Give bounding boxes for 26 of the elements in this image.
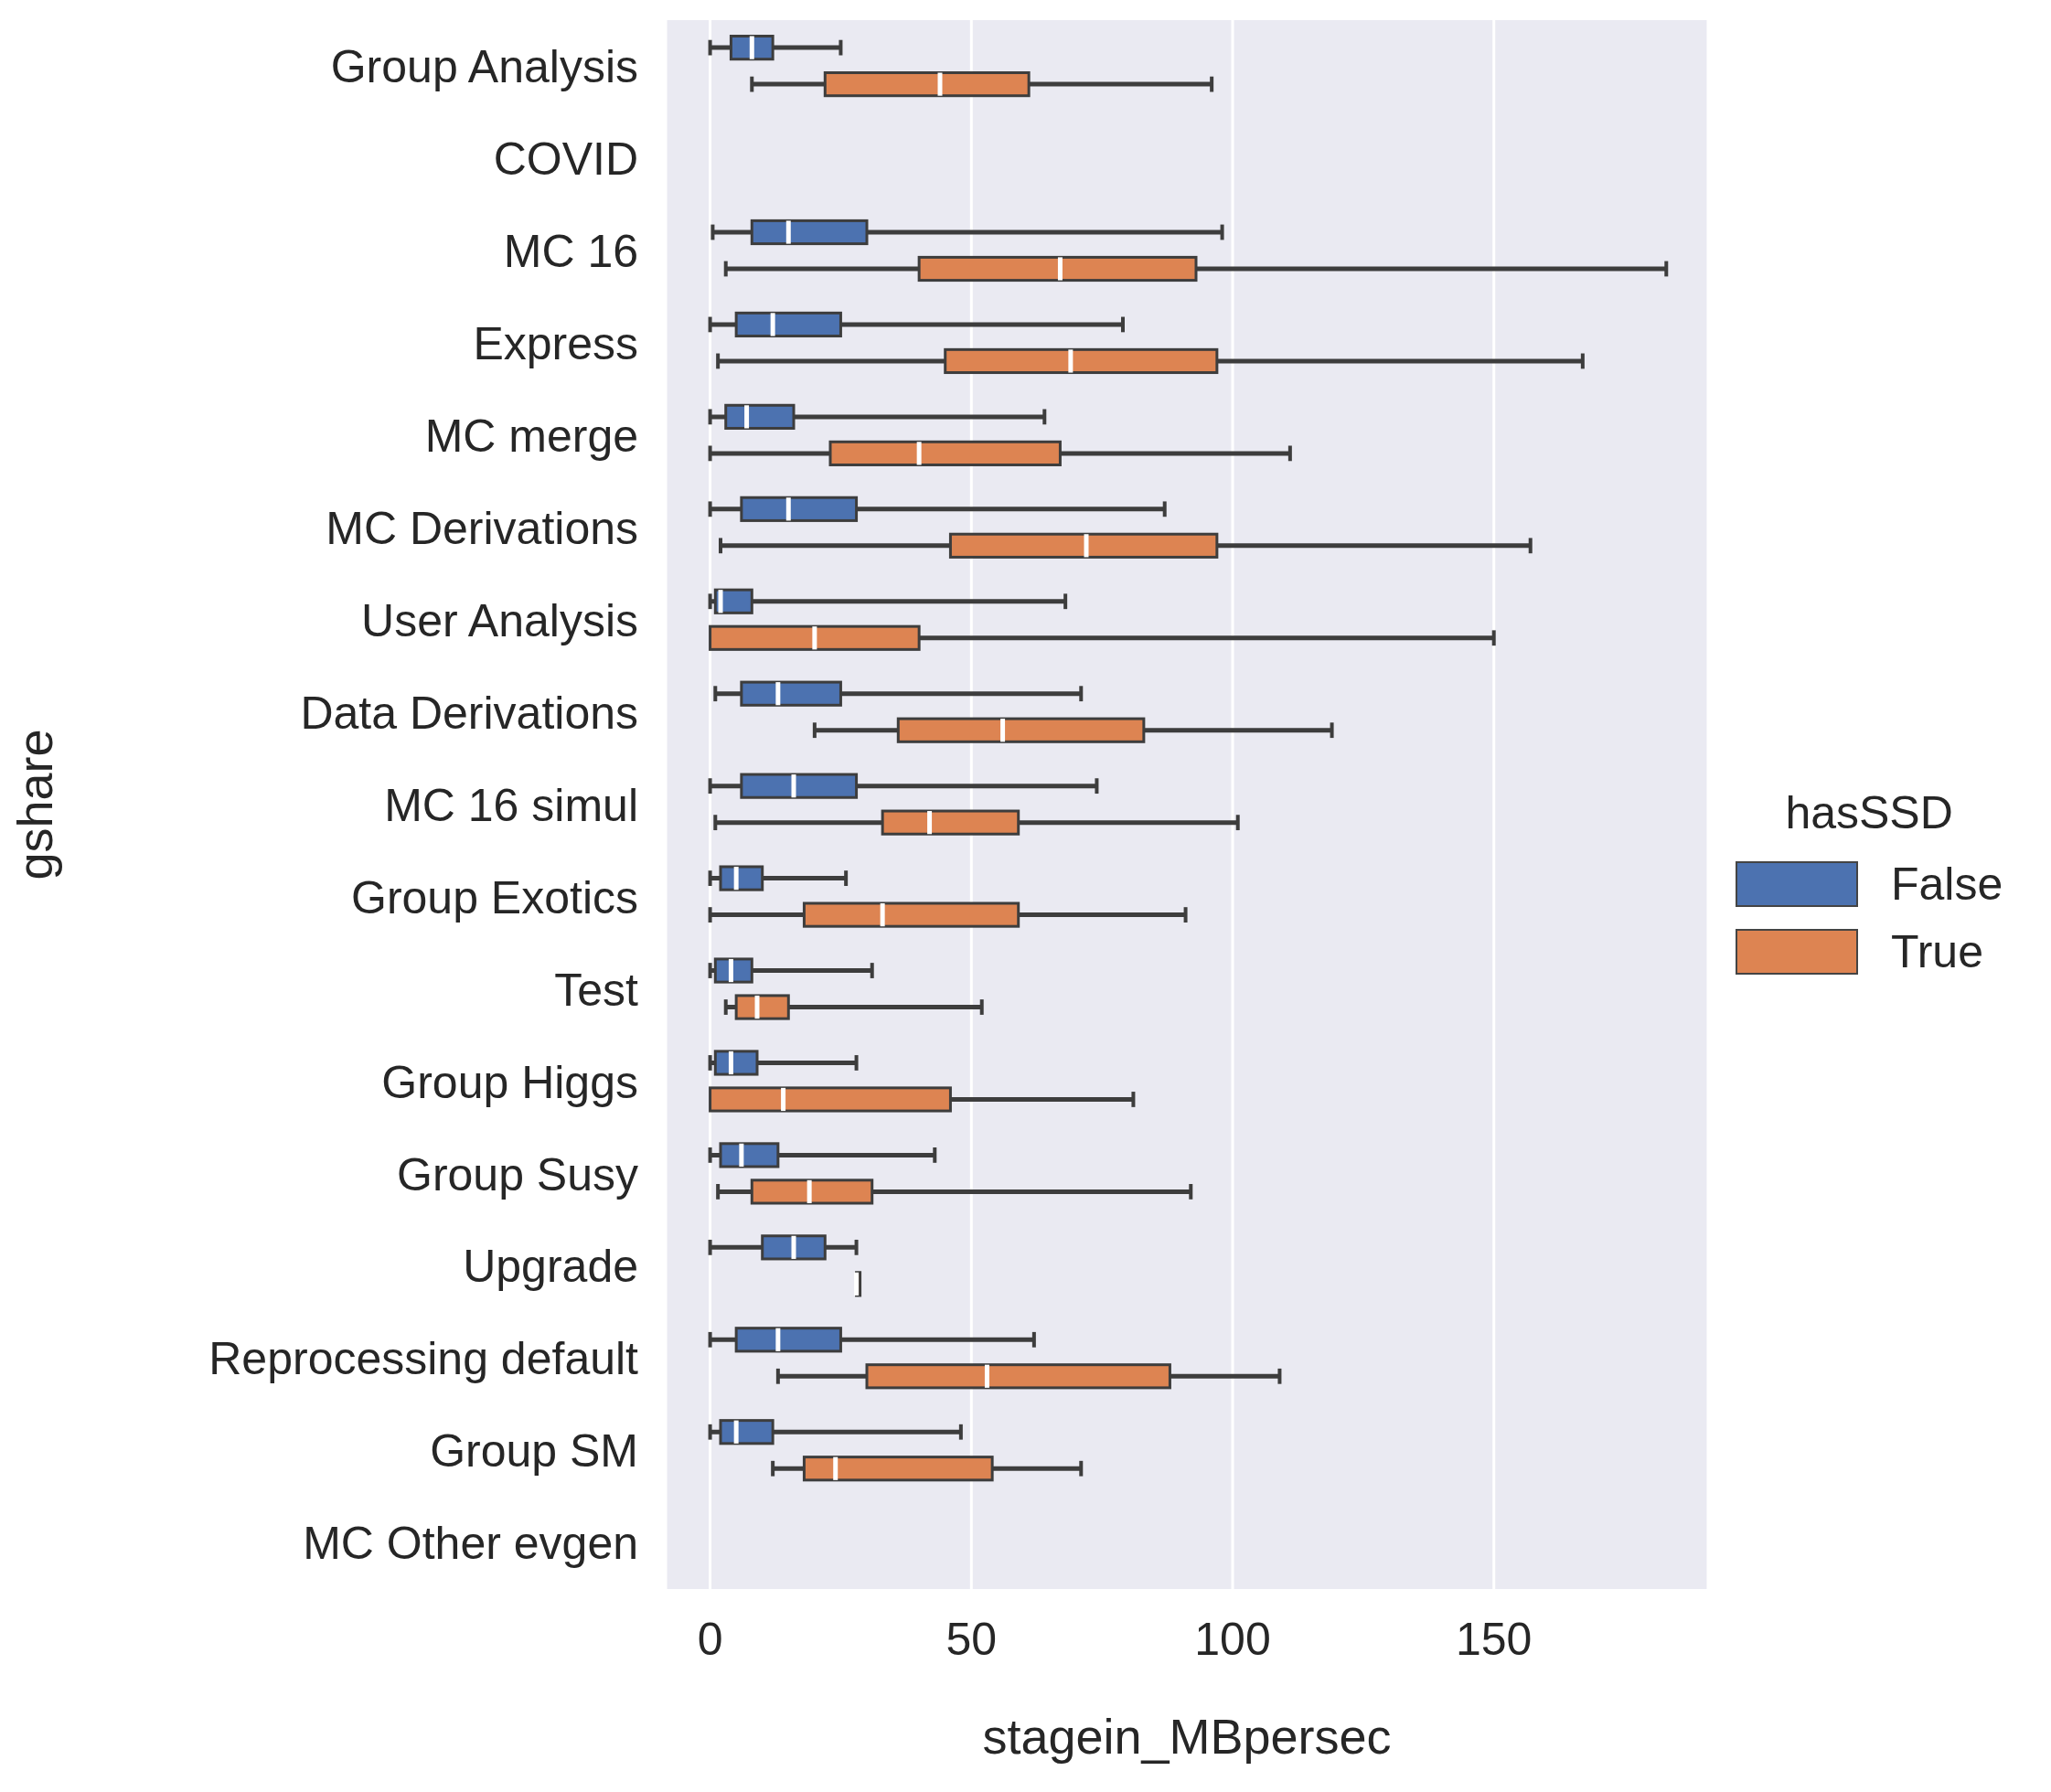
legend-label: False [1891, 858, 2003, 911]
y-axis-title: gshare [7, 729, 63, 880]
x-tick-label: 0 [697, 1613, 723, 1665]
y-tick-label: Group Exotics [350, 871, 638, 923]
y-tick-label: COVID [493, 133, 638, 186]
x-tick-label: 100 [1194, 1613, 1271, 1665]
y-tick-label: Reprocessing default [208, 1333, 639, 1385]
y-tick-label: Data Derivations [300, 687, 638, 739]
y-tick-label: Group Susy [396, 1148, 638, 1200]
x-axis-title: stagein_MBpersec [982, 1709, 1392, 1764]
y-tick-label: Upgrade [463, 1241, 638, 1293]
y-tick-label: MC merge [424, 410, 638, 462]
legend-label: True [1891, 925, 1983, 978]
y-tick-label: Group SM [430, 1425, 638, 1477]
y-tick-label: MC Other evgen [303, 1518, 638, 1570]
y-tick-label: MC 16 [503, 226, 638, 278]
y-tick-label: MC Derivations [326, 502, 638, 554]
x-tick-label: 150 [1456, 1613, 1533, 1665]
legend-title: hasSSD [1784, 786, 1954, 839]
y-tick-label: User Analysis [361, 594, 638, 646]
y-tick-label: Test [554, 964, 639, 1016]
y-tick-label: Group Higgs [381, 1056, 638, 1108]
y-tick-label: Express [473, 318, 638, 370]
x-tick-label: 50 [945, 1613, 998, 1665]
y-tick-label: MC 16 simul [384, 779, 638, 831]
y-tick-label: Group Analysis [330, 41, 638, 93]
